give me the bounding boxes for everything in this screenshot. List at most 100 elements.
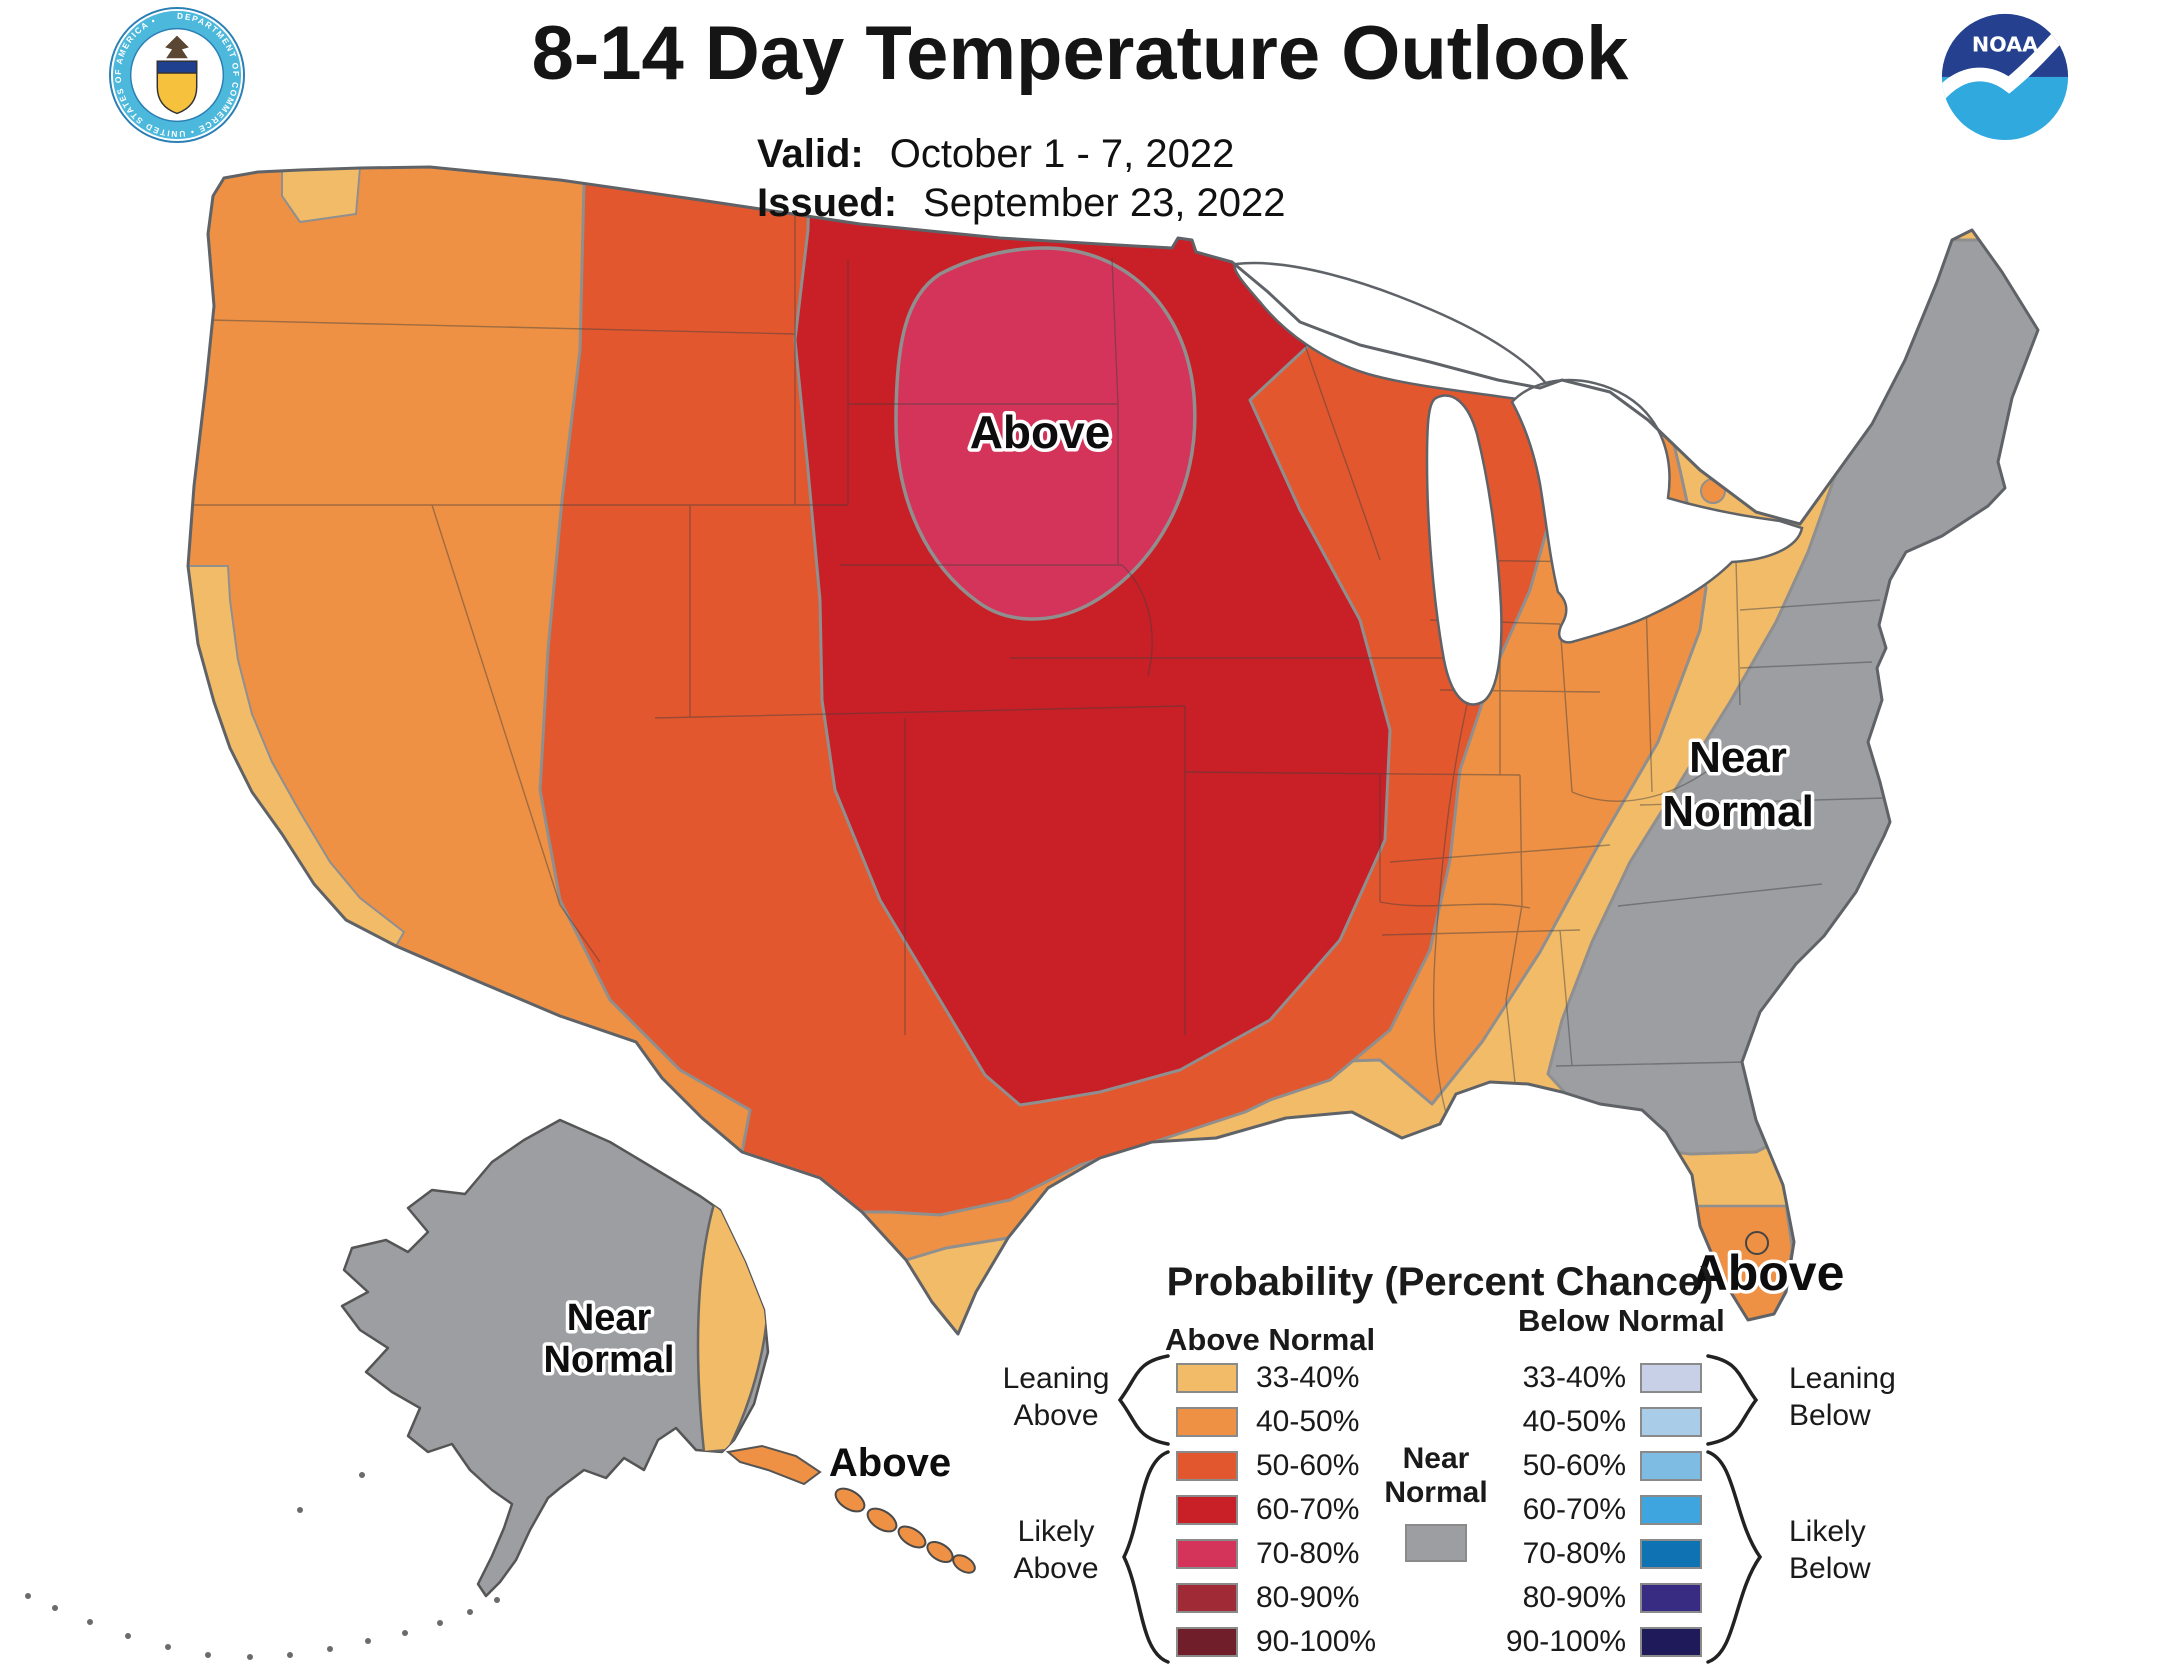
noaa-bird-icon — [1941, 18, 2069, 104]
legend-row-above-70-80: 70-80% — [1176, 1537, 1360, 1570]
validity-block: Valid: October 1 - 7, 2022 Issued: Septemb… — [757, 130, 1286, 228]
legend-row-above-33-40: 33-40% — [1176, 1361, 1360, 1394]
swatch-below-90-100 — [1640, 1627, 1702, 1657]
swatch-below-70-80 — [1640, 1539, 1702, 1569]
legend-likely-above: Likely Above — [985, 1513, 1127, 1587]
conus-regions — [188, 167, 2038, 1334]
label-above-florida: Above — [1692, 1245, 1845, 1301]
legend-row-above-80-90: 80-90% — [1176, 1581, 1360, 1614]
brace-leaning-above-icon — [1117, 1354, 1170, 1446]
noaa-logo: NOAA — [1936, 6, 2074, 144]
range-above-50-60: 50-60% — [1256, 1449, 1360, 1482]
label-near-normal-east-2: Normal — [1662, 787, 1814, 836]
range-below-50-60: 50-60% — [1522, 1449, 1626, 1482]
legend-row-below-90-100: 90-100% — [1460, 1625, 1702, 1658]
legend-row-above-50-60: 50-60% — [1176, 1449, 1360, 1482]
great-lakes — [1233, 261, 1804, 706]
leaning-below-line1: Leaning — [1789, 1362, 1896, 1395]
brace-leaning-below-icon — [1706, 1354, 1759, 1446]
legend-row-below-60-70: 60-70% — [1460, 1493, 1702, 1526]
likely-above-line2: Above — [1013, 1552, 1099, 1585]
legend-row-below-70-80: 70-80% — [1460, 1537, 1702, 1570]
legend-likely-below: Likely Below — [1775, 1513, 1959, 1587]
noaa-logo-icon: NOAA — [1941, 13, 2069, 141]
range-below-70-80: 70-80% — [1522, 1537, 1626, 1570]
legend-braces — [1117, 1354, 1763, 1664]
doc-eagle-icon — [165, 35, 189, 59]
legend-row-above-40-50: 40-50% — [1176, 1405, 1360, 1438]
swatch-above-60-70 — [1176, 1495, 1238, 1525]
legend-near-normal: Near Normal — [1378, 1442, 1494, 1570]
swatch-below-50-60 — [1640, 1451, 1702, 1481]
lake-huron-erie-ontario — [1510, 378, 1804, 644]
range-above-90-100: 90-100% — [1256, 1625, 1377, 1658]
swatch-above-33-40 — [1176, 1363, 1238, 1393]
range-below-90-100: 90-100% — [1505, 1625, 1626, 1658]
range-below-40-50: 40-50% — [1522, 1405, 1626, 1438]
legend-row-below-40-50: 40-50% — [1460, 1405, 1702, 1438]
region-above-70-80 — [894, 246, 1197, 621]
range-above-33-40: 33-40% — [1256, 1361, 1360, 1394]
doc-seal-icon: DEPARTMENT OF COMMERCE • UNITED STATES O… — [108, 6, 246, 144]
region-buffalo-orange — [1700, 478, 1726, 504]
range-above-40-50: 40-50% — [1256, 1405, 1360, 1438]
legend-row-below-50-60: 50-60% — [1460, 1449, 1702, 1482]
doc-shield-icon — [156, 60, 198, 115]
leaning-below-line2: Below — [1789, 1399, 1871, 1432]
swatch-above-90-100 — [1176, 1627, 1238, 1657]
label-alaska-near-normal-2: Normal — [544, 1339, 675, 1381]
range-above-70-80: 70-80% — [1256, 1537, 1360, 1570]
legend-below-normal-header: Below Normal — [1518, 1303, 1725, 1338]
brace-likely-above-icon — [1122, 1450, 1170, 1664]
state-boundaries — [188, 168, 1886, 1121]
alaska-panhandle-islands — [834, 1487, 976, 1574]
swatch-near-normal — [1405, 1524, 1467, 1562]
alaska-inset — [25, 1118, 976, 1660]
issued-label: Issued: — [757, 181, 898, 225]
leaning-above-line1: Leaning — [1002, 1362, 1110, 1395]
dept-of-commerce-seal: DEPARTMENT OF COMMERCE • UNITED STATES O… — [108, 6, 246, 144]
swatch-above-50-60 — [1176, 1451, 1238, 1481]
swatch-above-40-50 — [1176, 1407, 1238, 1437]
lake-michigan — [1425, 394, 1503, 706]
swatch-below-40-50 — [1640, 1407, 1702, 1437]
swatch-above-70-80 — [1176, 1539, 1238, 1569]
range-above-60-70: 60-70% — [1256, 1493, 1360, 1526]
leaning-above-line2: Above — [1013, 1399, 1099, 1432]
legend-row-above-90-100: 90-100% — [1176, 1625, 1377, 1658]
legend-row-above-60-70: 60-70% — [1176, 1493, 1360, 1526]
range-above-80-90: 80-90% — [1256, 1581, 1360, 1614]
label-near-normal-east-1: Near — [1689, 733, 1787, 782]
label-above-central: Above — [970, 406, 1111, 458]
valid-row: Valid: October 1 - 7, 2022 — [757, 130, 1286, 179]
alaska-tan-region — [696, 1201, 768, 1454]
legend-leaning-below: Leaning Below — [1775, 1360, 1959, 1434]
alaska-panhandle-connector — [725, 1444, 822, 1486]
legend-row-below-80-90: 80-90% — [1460, 1581, 1702, 1614]
range-below-33-40: 33-40% — [1522, 1361, 1626, 1394]
likely-above-line1: Likely — [1017, 1515, 1095, 1548]
legend-above-normal-header: Above Normal — [1165, 1322, 1376, 1357]
swatch-below-33-40 — [1640, 1363, 1702, 1393]
label-alaska-above: Above — [829, 1441, 951, 1485]
brace-likely-below-icon — [1706, 1450, 1763, 1664]
range-below-60-70: 60-70% — [1522, 1493, 1626, 1526]
valid-label: Valid: — [757, 132, 864, 176]
legend-leaning-above: Leaning Above — [985, 1360, 1127, 1434]
page-title: 8-14 Day Temperature Outlook — [531, 11, 1629, 96]
likely-below-line1: Likely — [1789, 1515, 1866, 1548]
range-below-80-90: 80-90% — [1522, 1581, 1626, 1614]
issued-row: Issued: September 23, 2022 — [757, 179, 1286, 228]
legend-title: Probability (Percent Chance) — [1166, 1260, 1714, 1304]
likely-below-line2: Below — [1789, 1552, 1871, 1585]
region-nw-tan — [281, 167, 362, 224]
issued-value: September 23, 2022 — [923, 181, 1286, 225]
swatch-below-60-70 — [1640, 1495, 1702, 1525]
swatch-above-80-90 — [1176, 1583, 1238, 1613]
label-alaska-near-normal-1: Near — [567, 1297, 652, 1339]
legend-row-below-33-40: 33-40% — [1460, 1361, 1702, 1394]
noaa-logo-text: NOAA — [1972, 32, 2038, 56]
swatch-below-80-90 — [1640, 1583, 1702, 1613]
